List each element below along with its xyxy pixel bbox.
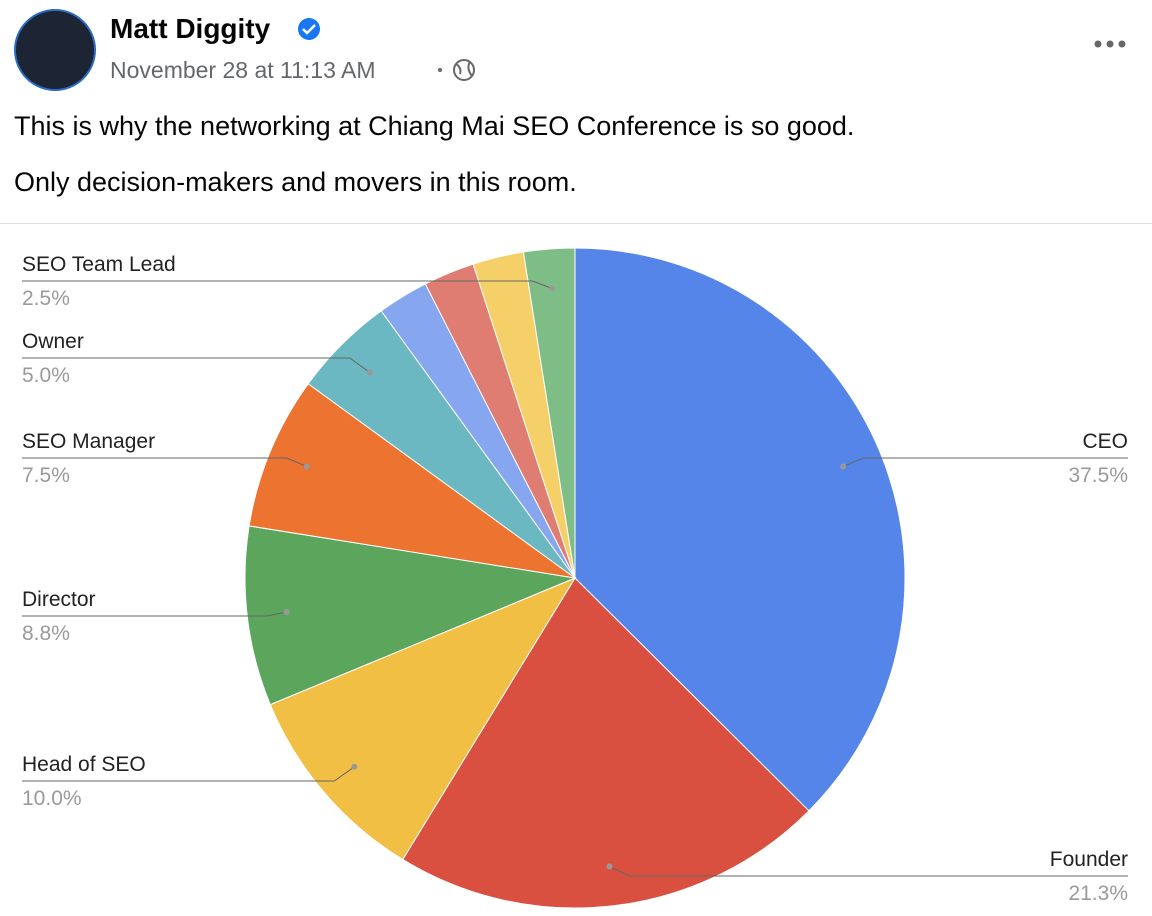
verified-badge bbox=[298, 18, 320, 40]
slice-value-label: 37.5% bbox=[1068, 464, 1128, 487]
slice-value-label: 7.5% bbox=[22, 464, 70, 487]
slice-value-label: 21.3% bbox=[1068, 882, 1128, 905]
more-menu[interactable] bbox=[1094, 40, 1126, 48]
leader-line bbox=[842, 457, 1128, 468]
pie-slice bbox=[244, 525, 577, 706]
avatar-ring bbox=[14, 9, 96, 91]
slice-label: SEO Manager bbox=[22, 430, 155, 453]
post-text: This is why the networking at Chiang Mai… bbox=[14, 111, 854, 141]
leader-dot bbox=[303, 463, 310, 470]
slice-label: Director bbox=[22, 588, 96, 611]
leader-dot bbox=[283, 609, 290, 616]
leader-line bbox=[22, 357, 371, 373]
pie-slice bbox=[574, 247, 906, 812]
pie-slice bbox=[269, 576, 577, 861]
leader-line bbox=[22, 457, 308, 468]
leader-dot bbox=[840, 463, 847, 470]
slice-value-label: 8.8% bbox=[22, 622, 70, 645]
author-name[interactable]: Matt Diggity bbox=[110, 13, 271, 44]
timestamp[interactable]: November 28 at 11:13 AM bbox=[110, 57, 376, 83]
slice-label: Founder bbox=[1050, 848, 1128, 871]
leader-dot bbox=[549, 285, 556, 292]
avatar[interactable] bbox=[15, 10, 95, 90]
leader-line bbox=[22, 766, 355, 782]
pie-slice bbox=[402, 577, 810, 909]
leader-line bbox=[22, 611, 287, 617]
leader-line bbox=[609, 865, 1128, 877]
slice-value-label: 10.0% bbox=[22, 787, 82, 810]
globe-icon bbox=[453, 59, 475, 81]
leader-dot bbox=[606, 863, 613, 870]
leader-dot bbox=[366, 369, 373, 376]
leader-dot bbox=[351, 763, 358, 770]
pie-slice bbox=[522, 247, 576, 579]
slice-label: SEO Team Lead bbox=[22, 253, 176, 276]
slice-label: CEO bbox=[1082, 430, 1128, 453]
leader-line bbox=[22, 280, 553, 289]
slice-value-label: 5.0% bbox=[22, 364, 70, 387]
pie-slice bbox=[248, 383, 576, 579]
slice-label: Head of SEO bbox=[22, 753, 146, 776]
slice-value-label: 2.5% bbox=[22, 287, 70, 310]
separator-dot bbox=[438, 68, 442, 72]
post-text: Only decision-makers and movers in this … bbox=[14, 167, 577, 197]
slice-label: Owner bbox=[22, 330, 84, 353]
